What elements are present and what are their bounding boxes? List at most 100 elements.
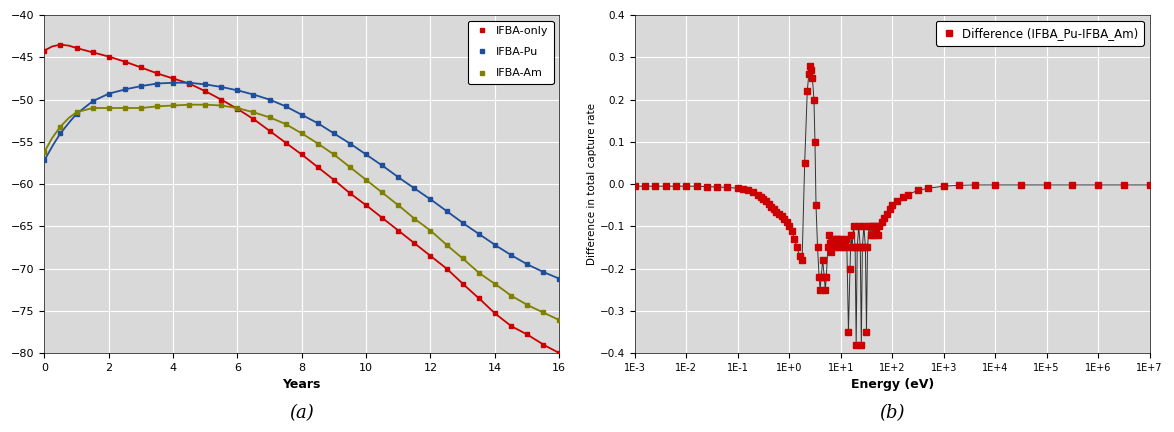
Difference (IFBA_Pu-IFBA_Am) [849, 342, 863, 347]
IFBA-Pu [53, 131, 67, 136]
IFBA-Am [182, 102, 196, 107]
Difference (IFBA_Pu-IFBA_Am) [628, 184, 642, 189]
IFBA-Pu [230, 88, 244, 93]
IFBA-Am [278, 121, 292, 127]
IFBA-Pu [472, 231, 486, 236]
IFBA-Pu [376, 163, 390, 168]
IFBA-Am [424, 228, 438, 233]
IFBA-Pu [424, 197, 438, 202]
IFBA-Pu [504, 252, 518, 257]
IFBA-only [182, 81, 196, 86]
IFBA-only [376, 215, 390, 220]
IFBA-Am [552, 318, 566, 323]
IFBA-Pu [407, 186, 421, 191]
IFBA-Am [150, 104, 164, 109]
IFBA-Am [38, 149, 52, 155]
Text: (a): (a) [289, 403, 315, 422]
IFBA-only [150, 71, 164, 76]
Difference (IFBA_Pu-IFBA_Am) [803, 63, 817, 68]
IFBA-only [215, 97, 229, 102]
IFBA-only [456, 281, 470, 286]
IFBA-only [278, 140, 292, 145]
IFBA-Pu [311, 121, 325, 126]
Difference (IFBA_Pu-IFBA_Am) [1116, 182, 1131, 187]
Y-axis label: Difference in total capture rate: Difference in total capture rate [587, 103, 598, 265]
IFBA-Am [198, 102, 212, 107]
IFBA-Pu [359, 152, 373, 157]
X-axis label: Energy (eV): Energy (eV) [851, 378, 933, 391]
Difference (IFBA_Pu-IFBA_Am) [1142, 182, 1156, 187]
IFBA-only [230, 106, 244, 111]
IFBA-Am [230, 105, 244, 111]
IFBA-Am [295, 131, 309, 136]
IFBA-Am [439, 242, 453, 248]
Legend: Difference (IFBA_Pu-IFBA_Am): Difference (IFBA_Pu-IFBA_Am) [936, 21, 1143, 46]
IFBA-only [552, 350, 566, 356]
IFBA-Pu [215, 84, 229, 89]
IFBA-Pu [439, 209, 453, 214]
IFBA-Pu [182, 80, 196, 85]
IFBA-Pu [295, 112, 309, 118]
IFBA-Am [53, 124, 67, 129]
IFBA-Am [326, 152, 340, 157]
IFBA-only [537, 342, 551, 347]
IFBA-Am [407, 216, 421, 221]
IFBA-only [343, 191, 357, 196]
Line: IFBA-Pu: IFBA-Pu [42, 80, 561, 281]
IFBA-Am [520, 302, 534, 308]
Text: (b): (b) [879, 403, 905, 422]
IFBA-Am [215, 103, 229, 108]
Difference (IFBA_Pu-IFBA_Am) [828, 245, 842, 250]
IFBA-only [166, 76, 180, 81]
IFBA-Pu [326, 131, 340, 136]
IFBA-Am [117, 105, 131, 111]
IFBA-Pu [150, 81, 164, 86]
IFBA-Pu [166, 80, 180, 85]
IFBA-only [295, 152, 309, 157]
Difference (IFBA_Pu-IFBA_Am) [1014, 182, 1028, 187]
IFBA-only [38, 48, 52, 53]
IFBA-only [439, 266, 453, 271]
IFBA-Am [456, 256, 470, 261]
IFBA-Pu [487, 242, 501, 248]
IFBA-only [359, 203, 373, 208]
IFBA-Pu [537, 269, 551, 274]
IFBA-Pu [552, 276, 566, 281]
IFBA-Pu [247, 92, 261, 97]
IFBA-Am [391, 203, 405, 208]
IFBA-Pu [38, 158, 52, 163]
IFBA-only [247, 116, 261, 121]
IFBA-Am [472, 270, 486, 275]
IFBA-only [424, 253, 438, 258]
IFBA-Pu [520, 262, 534, 267]
IFBA-Am [504, 293, 518, 298]
IFBA-only [53, 42, 67, 47]
IFBA-only [520, 332, 534, 337]
IFBA-Am [69, 110, 83, 115]
Legend: IFBA-only, IFBA-Pu, IFBA-Am: IFBA-only, IFBA-Pu, IFBA-Am [467, 21, 554, 84]
IFBA-only [472, 295, 486, 301]
Line: Difference (IFBA_Pu-IFBA_Am): Difference (IFBA_Pu-IFBA_Am) [632, 63, 1153, 347]
IFBA-Am [263, 115, 277, 120]
Difference (IFBA_Pu-IFBA_Am) [859, 329, 873, 334]
IFBA-Am [376, 190, 390, 195]
IFBA-only [391, 228, 405, 233]
IFBA-Am [487, 281, 501, 286]
IFBA-Am [166, 103, 180, 108]
IFBA-Pu [69, 111, 83, 117]
IFBA-only [311, 165, 325, 170]
X-axis label: Years: Years [283, 378, 321, 391]
IFBA-only [198, 89, 212, 94]
IFBA-only [86, 50, 100, 55]
IFBA-only [487, 311, 501, 316]
IFBA-Am [134, 105, 148, 111]
IFBA-Pu [117, 87, 131, 92]
IFBA-Am [343, 165, 357, 170]
IFBA-Am [247, 110, 261, 115]
IFBA-Am [86, 105, 100, 111]
IFBA-only [134, 65, 148, 70]
IFBA-only [263, 128, 277, 133]
Difference (IFBA_Pu-IFBA_Am) [823, 241, 837, 246]
Difference (IFBA_Pu-IFBA_Am) [797, 160, 811, 165]
IFBA-only [117, 59, 131, 64]
